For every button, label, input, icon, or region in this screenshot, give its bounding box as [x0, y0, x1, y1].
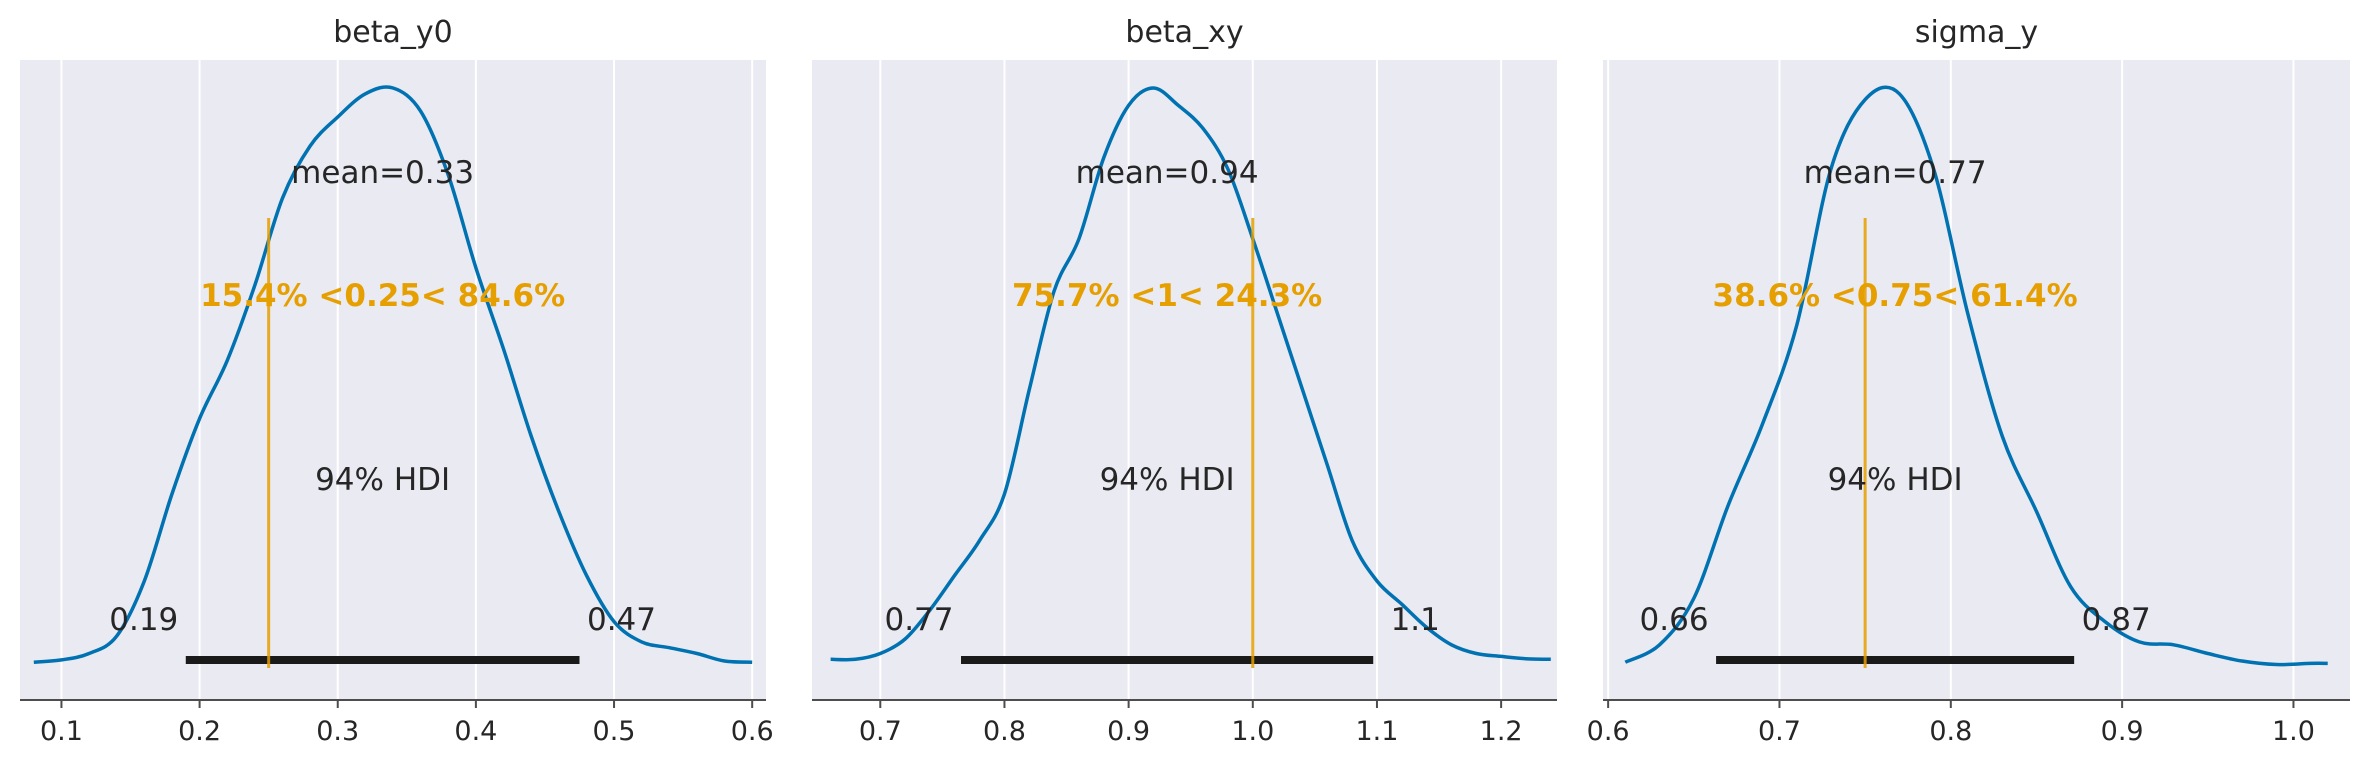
- panel-1: 0.1 0.2 0.3 0.4 0.5 0.6 beta_y0 mean=0.33 15.4% …: [20, 15, 774, 747]
- hdi-low-label: 0.19: [109, 602, 178, 638]
- reference-label: 75.7% <1< 24.3%: [1012, 278, 1322, 314]
- x-tick-label: 0.9: [1107, 716, 1150, 747]
- density-curve: [33, 85, 753, 664]
- x-tick-label: 1.2: [1480, 716, 1523, 747]
- plot-area: [812, 60, 1557, 700]
- mean-label: mean=0.77: [1804, 155, 1987, 191]
- panel-title: beta_y0: [333, 15, 453, 50]
- x-tick-label: 0.1: [40, 716, 83, 747]
- x-tick-label: 0.2: [178, 716, 221, 747]
- x-tick-label: 0.9: [2101, 716, 2144, 747]
- plot-area: [20, 60, 766, 700]
- hdi-low-label: 0.77: [884, 602, 953, 638]
- hdi-low-label: 0.66: [1640, 602, 1709, 638]
- plot-area: [1603, 60, 2350, 700]
- x-tick-label: 0.6: [731, 716, 774, 747]
- mean-label: mean=0.33: [291, 155, 474, 191]
- panel-title: sigma_y: [1915, 15, 2038, 50]
- hdi-label: 94% HDI: [1828, 462, 1963, 498]
- hdi-label: 94% HDI: [315, 462, 450, 498]
- x-tick-label: 0.4: [454, 716, 497, 747]
- x-tick-label: 0.7: [1758, 716, 1801, 747]
- x-tick-label: 0.7: [859, 716, 902, 747]
- x-tick-label: 1.1: [1355, 716, 1398, 747]
- x-tick-label: 1.0: [2272, 716, 2315, 747]
- hdi-high-label: 0.47: [587, 602, 656, 638]
- x-tick-label: 1.0: [1231, 716, 1274, 747]
- x-tick-label: 0.6: [1587, 716, 1630, 747]
- mean-label: mean=0.94: [1076, 155, 1259, 191]
- x-tick-label: 0.8: [983, 716, 1026, 747]
- x-tick-label: 0.3: [316, 716, 359, 747]
- reference-label: 15.4% <0.25< 84.6%: [200, 278, 565, 314]
- density-curve: [830, 86, 1551, 662]
- reference-label: 38.6% <0.75< 61.4%: [1713, 278, 2078, 314]
- hdi-high-label: 1.1: [1391, 602, 1440, 638]
- hdi-high-label: 0.87: [2082, 602, 2151, 638]
- density-curve: [1624, 85, 2328, 667]
- panel-2: 0.7 0.8 0.9 1.0 1.1 1.2 beta_xy mean=0.94 75.7% …: [812, 15, 1557, 747]
- x-tick-label: 0.8: [1929, 716, 1972, 747]
- panel-title: beta_xy: [1125, 15, 1243, 50]
- panel-3: 0.6 0.7 0.8 0.9 1.0 sigma_y mean=0.77 38.6% <0.…: [1587, 15, 2350, 747]
- hdi-label: 94% HDI: [1100, 462, 1235, 498]
- x-tick-label: 0.5: [593, 716, 636, 747]
